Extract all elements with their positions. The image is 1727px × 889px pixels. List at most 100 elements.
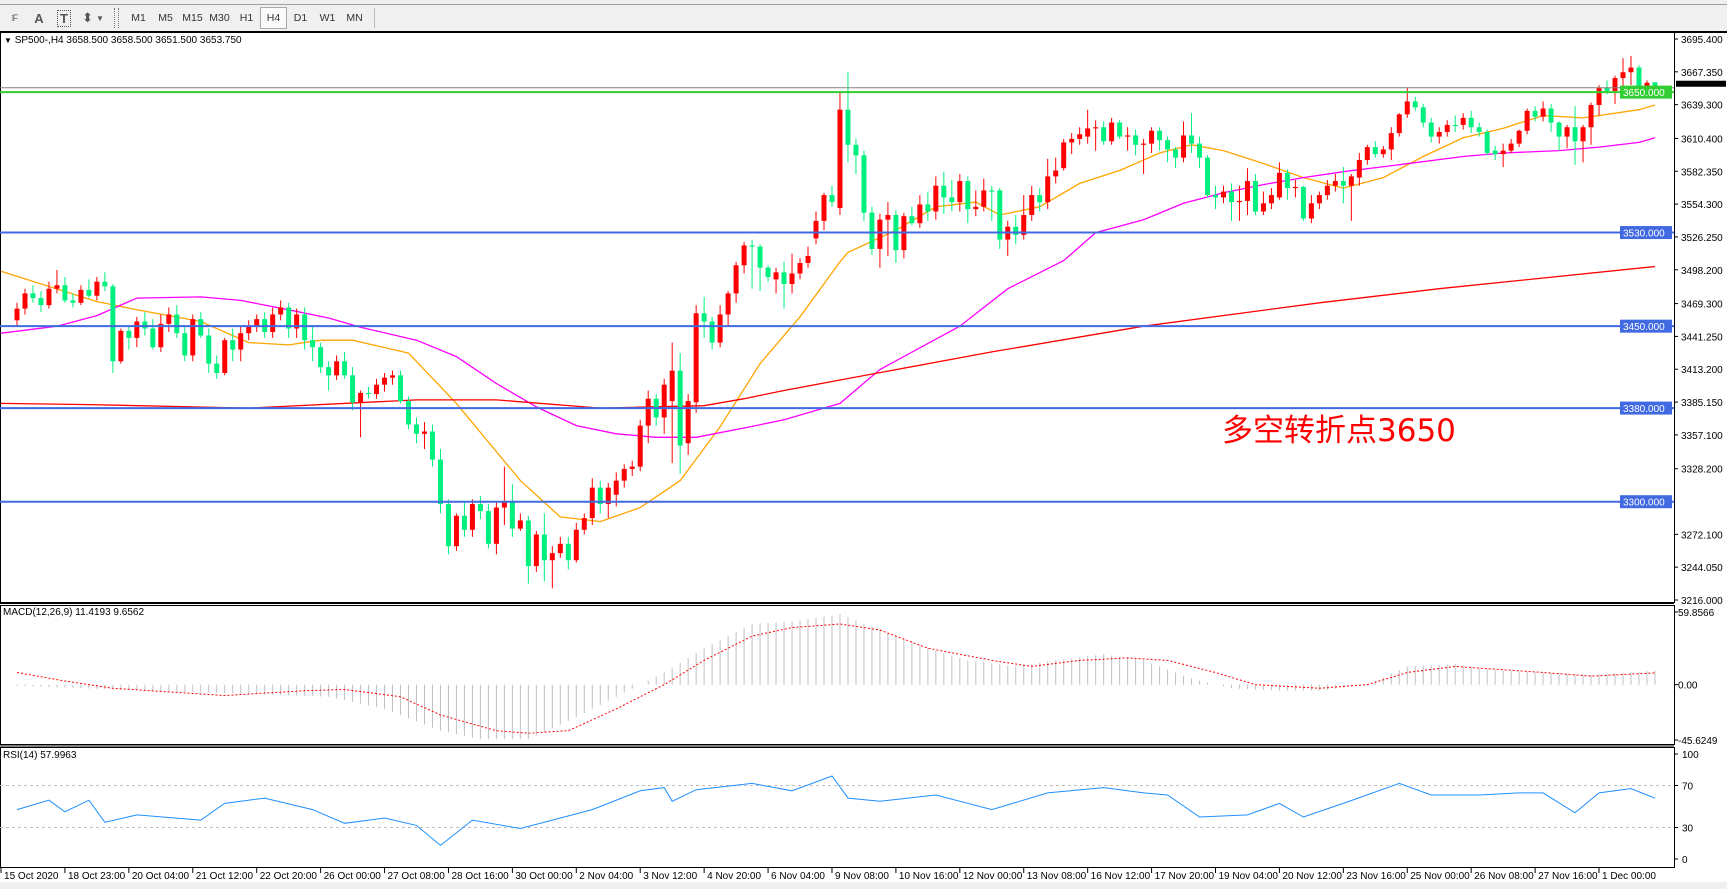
bear-candle bbox=[1213, 195, 1218, 198]
level-price-box bbox=[1620, 401, 1672, 415]
bear-candle bbox=[445, 504, 451, 547]
text-a-icon[interactable]: A bbox=[34, 10, 44, 26]
bull-candle bbox=[1348, 176, 1354, 186]
price-axis-label: 3385.150 bbox=[1681, 398, 1723, 409]
bear-candle bbox=[1228, 191, 1234, 203]
bull-candle bbox=[1588, 105, 1594, 128]
bull-candle bbox=[453, 515, 459, 547]
bull-candle bbox=[1404, 101, 1410, 115]
price-axis-label: 3582.350 bbox=[1681, 167, 1723, 178]
bear-candle bbox=[1157, 130, 1163, 141]
bull-candle bbox=[94, 281, 100, 296]
bull-candle bbox=[1276, 172, 1282, 198]
top-strip bbox=[0, 0, 1727, 5]
time-axis-label: 26 Nov 08:00 bbox=[1474, 871, 1534, 882]
pivot-price-box bbox=[1620, 85, 1672, 99]
bull-candle bbox=[421, 431, 427, 434]
low-value: 3651.500 bbox=[155, 35, 198, 46]
bull-candle bbox=[22, 293, 28, 309]
bear-candle bbox=[1173, 149, 1179, 158]
bull-candle bbox=[1244, 181, 1250, 201]
timeframe-h1[interactable]: H1 bbox=[239, 12, 254, 24]
bear-candle bbox=[1117, 122, 1123, 137]
bull-candle bbox=[797, 262, 803, 274]
bull-candle bbox=[1029, 195, 1035, 215]
bear-candle bbox=[414, 424, 419, 434]
bear-candle bbox=[182, 333, 188, 356]
bull-candle bbox=[469, 504, 475, 530]
bull-candle bbox=[134, 321, 140, 338]
high-value: 3658.500 bbox=[110, 35, 153, 46]
price-axis-label: 3526.250 bbox=[1681, 233, 1723, 244]
timeframe-m1[interactable]: M1 bbox=[131, 12, 146, 24]
grid-font-icon[interactable]: ⁝F bbox=[10, 12, 18, 23]
bull-candle bbox=[1093, 127, 1099, 129]
timeframe-d1[interactable]: D1 bbox=[293, 12, 308, 24]
collapse-triangle-icon[interactable]: ▼ bbox=[4, 36, 12, 45]
toolbar-separator bbox=[374, 8, 378, 28]
timeframe-mn[interactable]: MN bbox=[346, 12, 363, 24]
bull-candle bbox=[1396, 114, 1402, 134]
bear-candle bbox=[989, 190, 995, 192]
bear-candle bbox=[829, 195, 835, 203]
arrows-icon[interactable]: ⬍ ▼ bbox=[82, 10, 104, 25]
time-axis-label: 25 Nov 00:00 bbox=[1410, 871, 1470, 882]
bull-candle bbox=[773, 272, 779, 280]
timeframe-h4[interactable]: H4 bbox=[260, 7, 287, 29]
time-axis-label: 10 Nov 16:00 bbox=[899, 871, 959, 882]
level-price-box bbox=[1620, 319, 1672, 333]
timeframe-m30[interactable]: M30 bbox=[209, 12, 230, 24]
time-axis-label: 9 Nov 08:00 bbox=[835, 871, 889, 882]
timeframe-w1[interactable]: W1 bbox=[319, 12, 336, 24]
bear-candle bbox=[461, 515, 467, 530]
bull-candle bbox=[1109, 122, 1115, 142]
bear-candle bbox=[565, 543, 571, 561]
time-axis-label: 17 Nov 20:00 bbox=[1155, 871, 1215, 882]
bear-candle bbox=[62, 285, 68, 301]
timeframe-m15[interactable]: M15 bbox=[182, 12, 203, 24]
bull-candle bbox=[933, 185, 939, 212]
bear-candle bbox=[1412, 101, 1418, 108]
bull-candle bbox=[1628, 67, 1634, 73]
bull-candle bbox=[1388, 133, 1394, 150]
text-label-icon[interactable]: T bbox=[53, 7, 75, 29]
level-price-label: 3300.000 bbox=[1623, 498, 1665, 509]
time-axis-label: 18 Oct 23:00 bbox=[68, 871, 126, 882]
bear-candle bbox=[350, 375, 356, 403]
bull-candle bbox=[246, 326, 252, 334]
timeframe-m5[interactable]: M5 bbox=[158, 12, 173, 24]
time-axis-label: 26 Oct 00:00 bbox=[324, 871, 382, 882]
bear-candle bbox=[206, 335, 212, 364]
bear-candle bbox=[541, 534, 547, 561]
price-axis-label: 3244.050 bbox=[1681, 563, 1723, 574]
price-axis-label: 3272.100 bbox=[1681, 530, 1723, 541]
bull-candle bbox=[118, 330, 124, 362]
bull-candle bbox=[917, 204, 923, 224]
toolbar-separator bbox=[114, 8, 119, 28]
bear-candle bbox=[1452, 124, 1458, 127]
bear-candle bbox=[1300, 186, 1306, 219]
bull-candle bbox=[637, 425, 643, 467]
bull-candle bbox=[557, 543, 563, 554]
bear-candle bbox=[406, 401, 412, 425]
bear-candle bbox=[941, 185, 947, 198]
bear-candle bbox=[525, 520, 531, 567]
bear-candle bbox=[909, 216, 915, 224]
time-axis-label: 20 Nov 12:00 bbox=[1282, 871, 1342, 882]
price-axis-label: 3554.300 bbox=[1681, 200, 1723, 211]
chevron-down-icon[interactable]: ▼ bbox=[95, 13, 104, 23]
bull-candle bbox=[1324, 185, 1330, 196]
bull-candle bbox=[789, 273, 795, 285]
bull-candle bbox=[1316, 195, 1322, 204]
bear-candle bbox=[1556, 122, 1562, 137]
ma-fast-line bbox=[0, 104, 1656, 523]
bear-candle bbox=[1165, 140, 1171, 150]
bull-candle bbox=[885, 215, 891, 220]
pivot-price-label: 3650.000 bbox=[1623, 88, 1665, 99]
time-axis-label: 1 Dec 00:00 bbox=[1602, 871, 1656, 882]
bear-candle bbox=[749, 245, 755, 247]
bear-candle bbox=[477, 504, 483, 512]
price-axis-label: 3639.300 bbox=[1681, 101, 1723, 112]
bull-candle bbox=[1220, 191, 1226, 198]
